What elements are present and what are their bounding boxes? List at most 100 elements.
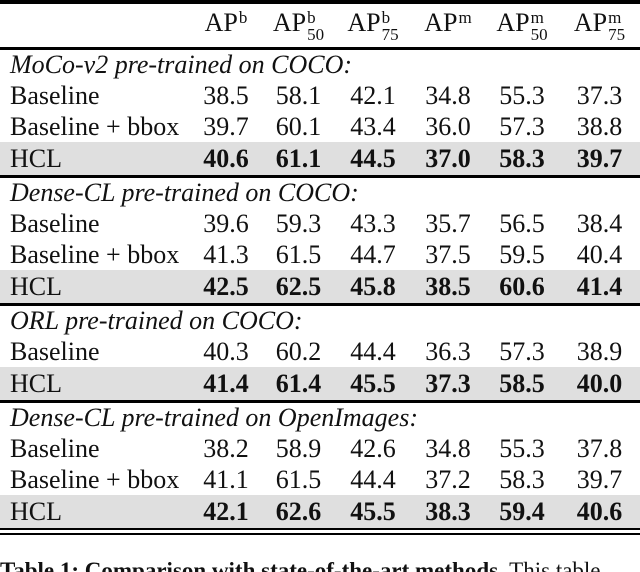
metric-name: AP	[204, 8, 238, 38]
metric-value: 58.5	[499, 368, 545, 398]
metric-value: 38.3	[425, 496, 471, 526]
metric-value: 59.4	[499, 496, 545, 526]
metric-name: AP	[272, 8, 307, 38]
metric-value: 38.5	[203, 80, 249, 110]
row-label: HCL	[10, 496, 62, 526]
metric-value: 39.6	[203, 208, 249, 238]
metric-value: 61.5	[275, 239, 322, 269]
metric-scripts: m 75	[608, 9, 625, 43]
section-header: Dense-CL pre-trained on COCO:	[10, 178, 359, 207]
metric-value: 55.3	[499, 80, 545, 110]
column-header: AP m 75	[559, 2, 640, 49]
metric-name: AP	[573, 8, 608, 38]
metric-subscript: 75	[381, 24, 399, 44]
metric-value: 40.3	[203, 336, 249, 366]
metric-value: 38.4	[576, 208, 623, 238]
row-label: Baseline	[10, 80, 100, 110]
table-row: HCL 42.5 62.5 45.8 38.5 60.6 41.4	[0, 270, 640, 305]
table-row: HCL 41.4 61.4 45.5 37.3 58.5 40.0	[0, 367, 640, 402]
column-header: AP m 50	[485, 2, 559, 49]
metric-value: 58.3	[499, 143, 545, 173]
row-label: Baseline + bbox	[10, 239, 180, 269]
row-label: Baseline	[10, 336, 100, 366]
metric-value: 42.1	[350, 80, 396, 110]
table-section: Dense-CL pre-trained on OpenImages: Basel…	[0, 401, 640, 532]
metric-value: 62.6	[275, 496, 322, 526]
metric-superscript: m	[608, 7, 622, 27]
metric-value: 57.3	[499, 336, 545, 366]
metric-value: 44.7	[350, 239, 396, 269]
row-label: Baseline + bbox	[10, 464, 180, 494]
metric-value: 41.1	[203, 464, 249, 494]
metric-value: 41.3	[203, 239, 249, 269]
metric-value: 41.4	[576, 271, 623, 301]
metric-superscript: m	[530, 7, 544, 27]
metric-superscript: b	[307, 7, 316, 27]
metric-subscript: 75	[608, 24, 626, 44]
row-label: HCL	[10, 143, 62, 173]
metric-value: 39.7	[203, 111, 249, 141]
metric-value: 61.5	[275, 464, 322, 494]
metric-value: 38.9	[576, 336, 623, 366]
metric-name: AP	[496, 8, 530, 38]
section-header-row: Dense-CL pre-trained on COCO:	[0, 177, 640, 209]
table-row: HCL 40.6 61.1 44.5 37.0 58.3 39.7	[0, 142, 640, 177]
metric-value: 43.4	[350, 111, 396, 141]
metric-subscript: 50	[530, 24, 548, 44]
metric-scripts: m 50	[531, 9, 548, 43]
metric-value: 59.3	[275, 208, 322, 238]
metric-value: 60.6	[499, 271, 545, 301]
caption-rest-text: This table	[503, 558, 601, 572]
metric-value: 57.3	[499, 111, 545, 141]
metric-value: 56.5	[499, 208, 545, 238]
metric-value: 44.5	[350, 143, 396, 173]
metric-value: 44.4	[350, 336, 396, 366]
column-header: AP m	[411, 2, 485, 49]
table-row: Baseline 38.5 58.1 42.1 34.8 55.3 37.3	[0, 80, 640, 111]
metric-value: 34.8	[425, 80, 471, 110]
header-row: AP b AP b 50 AP b 75 AP m AP m 50 AP m 75	[0, 2, 640, 49]
metric-value: 37.8	[576, 433, 623, 463]
metric-value: 55.3	[499, 433, 545, 463]
table-row: Baseline 40.3 60.2 44.4 36.3 57.3 38.9	[0, 336, 640, 367]
metric-value: 60.1	[275, 111, 322, 141]
section-header: ORL pre-trained on COCO:	[10, 306, 303, 335]
metric-value: 59.5	[499, 239, 545, 269]
column-header: AP b	[190, 2, 262, 49]
metric-value: 34.8	[425, 433, 471, 463]
table-row: Baseline + bbox 41.1 61.5 44.4 37.2 58.3 39.7	[0, 464, 640, 495]
metric-subscript: 50	[307, 24, 325, 44]
column-header: AP b 75	[335, 2, 411, 49]
metric-value: 41.4	[203, 368, 249, 398]
metric-value: 39.7	[576, 143, 623, 173]
results-table: AP b AP b 50 AP b 75 AP m AP m 50 AP m 75 MoCo-v2 pre-t…	[0, 0, 640, 535]
metric-value: 40.6	[576, 496, 623, 526]
metric-scripts: m	[459, 9, 472, 43]
table-caption: Table 1: Comparison with state-of-the-ar…	[0, 557, 640, 572]
metric-value: 58.3	[499, 464, 545, 494]
section-header-row: MoCo-v2 pre-trained on COCO:	[0, 49, 640, 81]
metric-value: 45.5	[350, 496, 396, 526]
metric-value: 45.8	[350, 271, 396, 301]
row-label: HCL	[10, 271, 62, 301]
metric-value: 58.1	[275, 80, 322, 110]
metric-superscript: b	[381, 7, 391, 27]
metric-value: 38.2	[203, 433, 249, 463]
metric-subscript	[239, 26, 248, 43]
metric-scripts: b 75	[382, 9, 399, 43]
metric-value: 38.8	[576, 111, 623, 141]
metric-value: 44.4	[350, 464, 396, 494]
table-section: Dense-CL pre-trained on COCO: Baseline 39.…	[0, 176, 640, 305]
table-row: Baseline + bbox 41.3 61.5 44.7 37.5 59.5 40.4	[0, 239, 640, 270]
metric-scripts: b	[239, 9, 248, 43]
table-row: HCL 42.1 62.6 45.5 38.3 59.4 40.6	[0, 495, 640, 532]
row-label: HCL	[10, 368, 62, 398]
table-row: Baseline 38.2 58.9 42.6 34.8 55.3 37.8	[0, 433, 640, 464]
table-section: MoCo-v2 pre-trained on COCO: Baseline 38.5…	[0, 48, 640, 177]
section-header: MoCo-v2 pre-trained on COCO:	[10, 50, 353, 79]
row-label: Baseline	[10, 208, 100, 238]
row-label: Baseline	[10, 433, 100, 463]
metric-value: 37.2	[425, 464, 471, 494]
metric-value: 45.5	[350, 368, 396, 398]
